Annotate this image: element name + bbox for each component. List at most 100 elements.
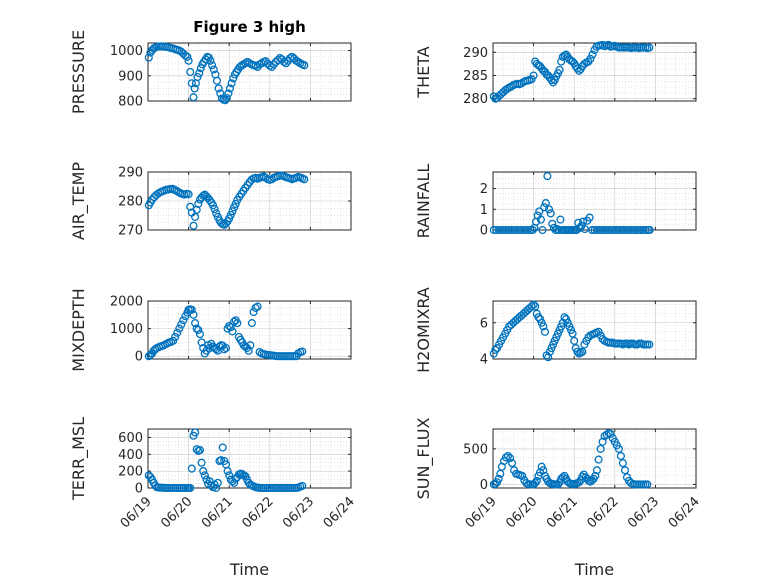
x-tick-label: 06/21	[199, 494, 236, 531]
y-tick-label: 1	[480, 203, 488, 218]
y-tick-label: 0	[480, 478, 488, 493]
axes-frame	[492, 171, 697, 231]
axes-frame	[492, 300, 697, 360]
data-point	[230, 478, 239, 487]
x-tick-label: 06/22	[240, 494, 277, 531]
data-point	[183, 52, 192, 61]
data-point	[602, 430, 611, 439]
y-axis-label: RAINFALL	[414, 164, 433, 239]
data-point	[191, 428, 200, 437]
plot-area	[492, 171, 697, 231]
data-point	[197, 458, 206, 467]
data-point	[249, 307, 258, 317]
data-point	[184, 56, 193, 65]
data-point	[218, 443, 227, 452]
axes-frame	[147, 300, 352, 360]
data-point	[641, 225, 650, 235]
data-point	[546, 209, 555, 218]
data-point	[187, 305, 196, 314]
data-point	[645, 43, 654, 52]
data-point	[190, 84, 199, 93]
data-point	[300, 61, 309, 70]
y-axis-label: THETA	[414, 46, 433, 98]
y-axis-label: H2OMIXRA	[414, 287, 433, 373]
data-point	[209, 65, 218, 74]
data-point	[191, 212, 200, 221]
data-point	[645, 340, 654, 349]
data-point	[261, 57, 270, 66]
data-point	[545, 347, 554, 356]
data-point	[194, 199, 203, 208]
y-tick-label: 1000	[110, 44, 143, 59]
data-point	[192, 445, 201, 454]
data-point	[228, 327, 237, 336]
data-point	[227, 79, 236, 88]
y-tick-label: 500	[463, 442, 488, 457]
data-point	[208, 61, 217, 70]
data-point	[645, 225, 654, 235]
y-tick-label: 0	[135, 482, 143, 497]
data-point	[222, 93, 231, 103]
data-point	[531, 478, 540, 488]
data-point	[144, 53, 153, 62]
data-point	[247, 319, 256, 328]
data-point	[506, 454, 515, 463]
data-point	[528, 225, 537, 235]
data-point	[529, 71, 538, 80]
data-point	[221, 96, 230, 105]
data-point	[526, 225, 535, 235]
y-tick-label: 2	[480, 182, 488, 197]
y-tick-label: 2000	[110, 295, 143, 310]
chart-title: Figure 3 high	[193, 18, 306, 36]
data-point	[246, 341, 255, 350]
data-point	[189, 93, 198, 102]
series-markers	[489, 40, 654, 103]
data-point	[598, 40, 607, 49]
data-point	[543, 172, 552, 181]
y-tick-label: 400	[118, 448, 143, 463]
data-point	[251, 303, 260, 312]
y-tick-label: 1000	[110, 322, 143, 337]
x-axis-label: Time	[229, 560, 269, 579]
data-point	[579, 217, 588, 226]
data-point	[494, 474, 503, 483]
data-point	[265, 61, 274, 70]
data-point	[532, 476, 541, 485]
axes-frame	[492, 428, 697, 489]
y-tick-label: 290	[463, 46, 488, 61]
data-point	[527, 302, 536, 311]
data-point	[591, 471, 600, 480]
data-point	[643, 480, 652, 489]
series-markers	[489, 300, 654, 362]
data-point	[279, 57, 289, 66]
axes-frame	[147, 42, 352, 102]
y-tick-label: 290	[118, 166, 143, 181]
data-point	[518, 471, 527, 480]
data-point	[548, 219, 557, 228]
x-tick-label: 06/24	[666, 494, 703, 531]
data-point	[187, 464, 196, 473]
series-markers	[489, 172, 654, 235]
data-point	[596, 444, 605, 453]
data-point	[562, 315, 571, 324]
data-point	[536, 315, 545, 324]
data-point	[173, 328, 182, 337]
subplot-3: 270 280 290 AIR_TEMP	[69, 162, 352, 240]
data-point	[556, 215, 565, 224]
data-point	[210, 205, 219, 214]
data-point	[233, 319, 242, 328]
data-point	[220, 345, 229, 354]
data-point	[592, 466, 601, 475]
data-point	[175, 324, 184, 333]
data-point	[217, 456, 226, 465]
series-markers	[144, 428, 307, 493]
y-tick-label: 280	[463, 92, 488, 107]
data-point	[580, 59, 589, 68]
data-point	[281, 59, 291, 68]
data-point	[212, 76, 222, 85]
y-tick-label: 0	[480, 224, 488, 239]
data-point	[578, 347, 587, 356]
data-point	[177, 320, 186, 329]
data-point	[294, 349, 303, 358]
data-point	[300, 175, 309, 184]
